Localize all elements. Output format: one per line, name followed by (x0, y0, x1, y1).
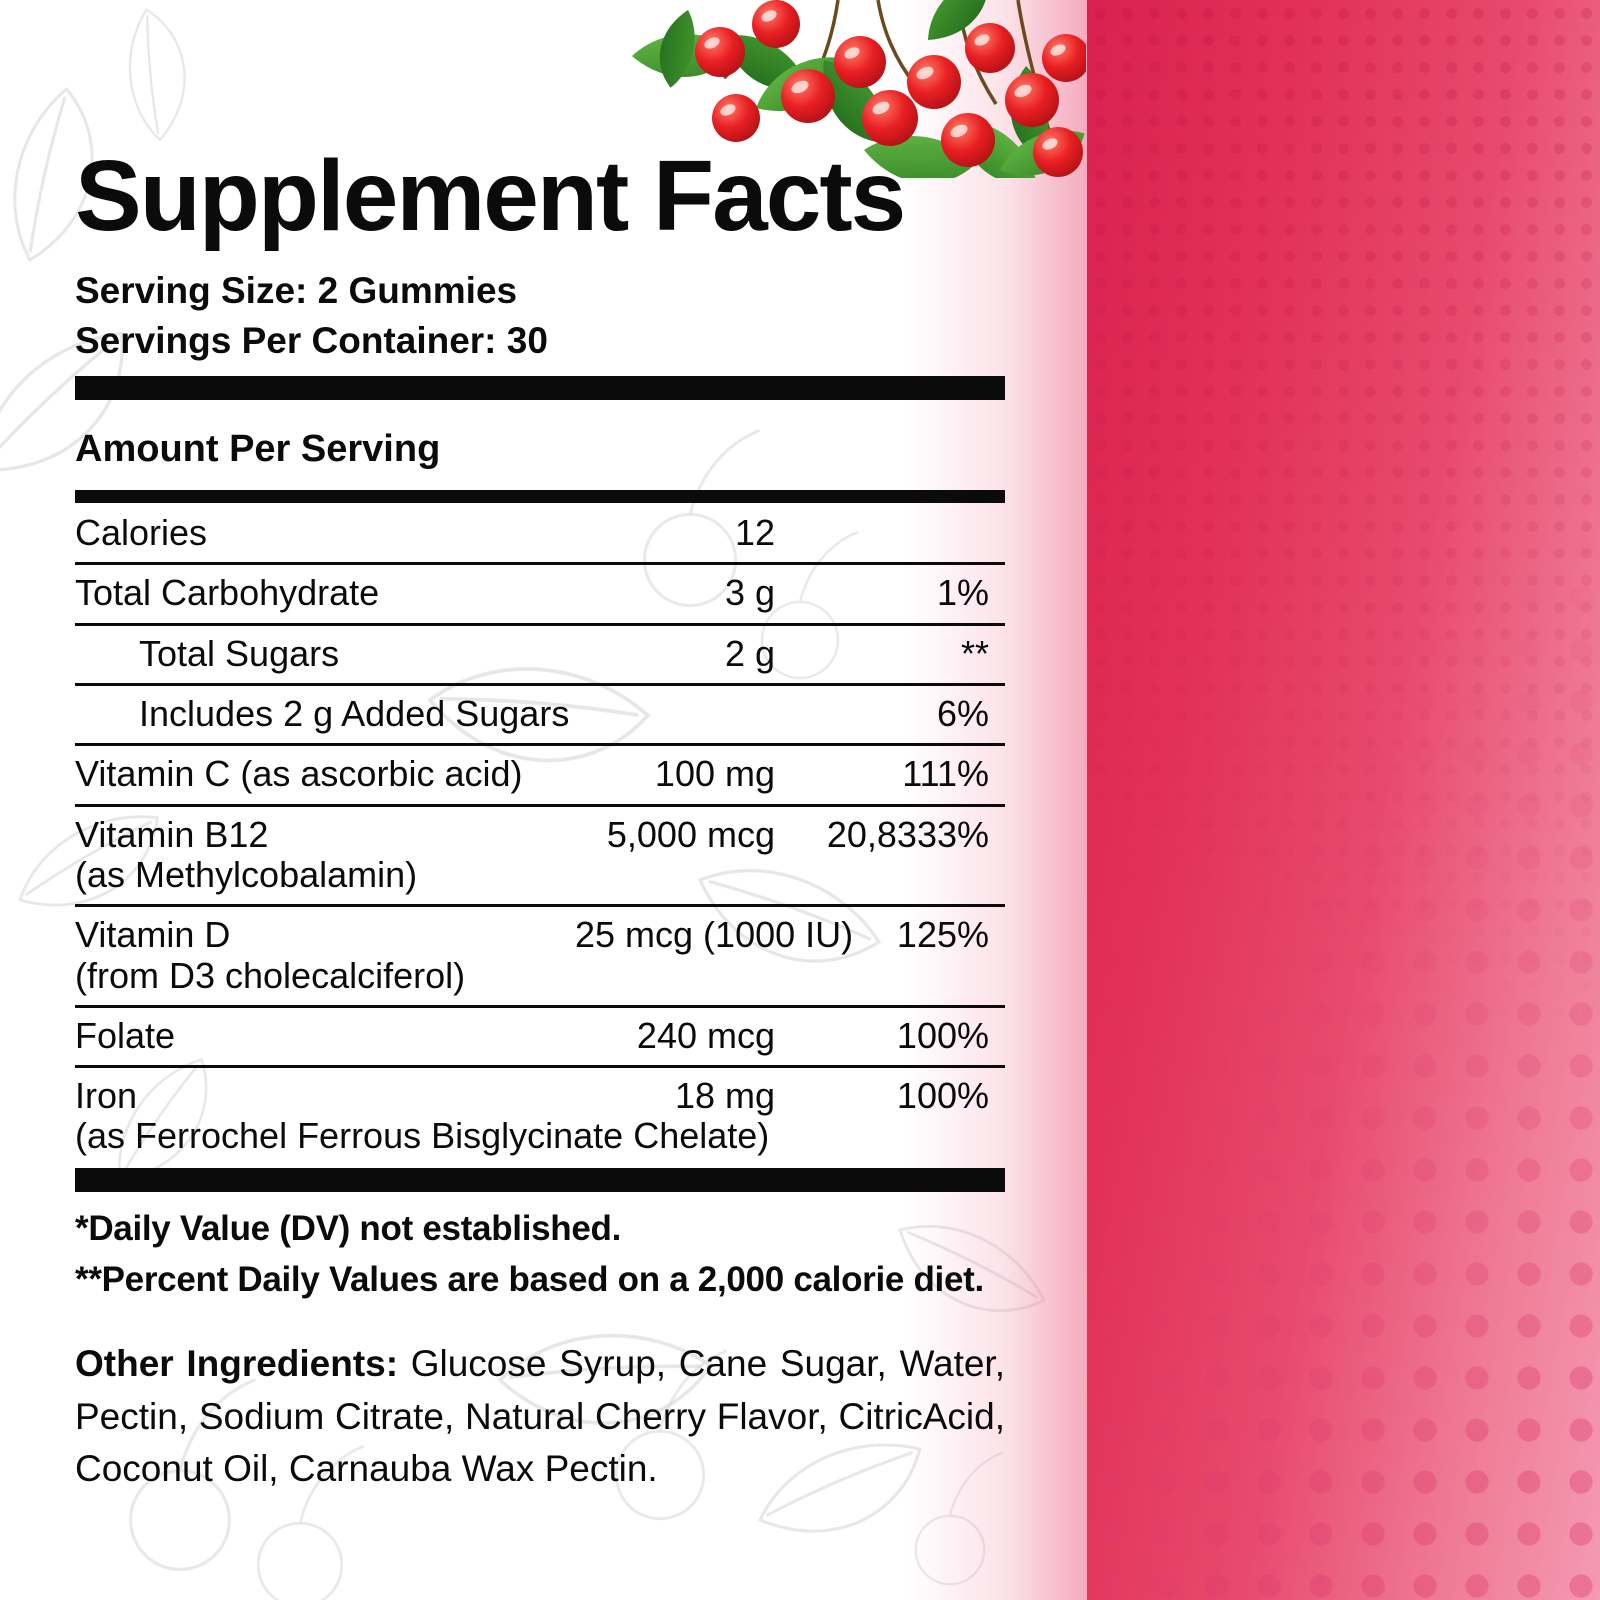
footnote-dv: *Daily Value (DV) not established. (75, 1209, 622, 1248)
nutrient-amount: 100 mg (654, 753, 775, 795)
nutrient-name: Folate (75, 1014, 176, 1056)
nutrient-dv: ** (960, 632, 989, 674)
page-title: Supplement Facts (75, 140, 906, 252)
nutrient-name: Calories (75, 512, 208, 553)
halftone-dots-small (1087, 0, 1600, 1600)
servings-per-container: Servings Per Container: 30 (75, 320, 548, 361)
nutrient-amount: 3 g (724, 572, 775, 614)
nutrient-source: (as Methylcobalamin) (75, 853, 418, 895)
nutrient-dv: 100% (896, 1075, 989, 1117)
nutrient-dv: 1% (936, 572, 989, 614)
nutrient-dv: 6% (936, 692, 989, 734)
divider-medium (75, 490, 1005, 503)
nutrient-amount: 5,000 mcg (606, 813, 775, 855)
nutrient-amount: 18 mg (674, 1075, 775, 1117)
table-row-added-sugars: Includes 2 g Added Sugars 6% (75, 686, 1005, 747)
nutrient-name: Total Sugars (139, 632, 340, 674)
nutrient-amount: 25 mcg (1000 IU) (575, 914, 854, 956)
table-row-total-sugars: Total Sugars 2 g ** (75, 626, 1005, 686)
divider-thick-bottom (75, 1168, 1005, 1192)
nutrient-amount: 2 g (724, 632, 775, 674)
table-row-vitamin-b12: Vitamin B12 (as Methylcobalamin) 5,000 mc… (75, 807, 1005, 908)
pink-badge-panel (1087, 0, 1600, 1600)
nutrient-dv: 20,8333% (826, 813, 989, 855)
halftone-dots-large (1087, 0, 1600, 1600)
table-row-carbohydrate: Total Carbohydrate 3 g 1% (75, 565, 1005, 626)
table-row-folate: Folate 240 mcg 100% (75, 1008, 1005, 1069)
serving-size: Serving Size: 2 Gummies (75, 270, 518, 311)
nutrient-dv: 100% (896, 1014, 989, 1056)
nutrient-name: Vitamin B12 (75, 813, 269, 855)
nutrient-amount: 12 (734, 512, 775, 553)
nutrient-amount: 240 mcg (636, 1014, 775, 1056)
other-ingredients-label: Other Ingredients: (75, 1343, 411, 1384)
table-row-vitamin-d: Vitamin D (from D3 cholecalciferol) 25 mc… (75, 907, 1005, 1008)
table-row-calories: Calories 12 (75, 505, 1005, 566)
nutrient-dv: 125% (896, 914, 989, 956)
nutrient-source: (from D3 cholecalciferol) (75, 954, 466, 996)
other-ingredients-text: Glucose Syrup, Cane Sugar, Water, Pectin… (75, 1343, 1005, 1490)
nutrient-name: Vitamin C (as ascorbic acid) (75, 753, 523, 795)
pink-fade-overlay (905, 0, 1087, 1600)
table-row-iron: Iron (as Ferrochel Ferrous Bisglycinate C… (75, 1068, 1005, 1166)
nutrient-name: Vitamin D (75, 914, 231, 956)
footnote-percent: **Percent Daily Values are based on a 2,… (75, 1259, 984, 1299)
cherry-fruits (695, 0, 1086, 177)
nutrient-source: (as Ferrochel Ferrous Bisglycinate Chela… (75, 1115, 770, 1157)
divider-thick-top (75, 376, 1005, 400)
cherry-branch-photo (629, 0, 1086, 178)
footnotes: *Daily Value (DV) not established. **Per… (75, 1204, 984, 1306)
table-row-vitamin-c: Vitamin C (as ascorbic acid) 100 mg 111% (75, 746, 1005, 807)
nutrient-dv: 111% (902, 753, 989, 795)
nutrient-name: Total Carbohydrate (75, 572, 380, 614)
nutrient-name: Includes 2 g Added Sugars (139, 692, 570, 734)
nutrient-name: Iron (75, 1075, 138, 1117)
amount-per-serving-heading: Amount Per Serving (75, 428, 441, 470)
nutrition-table: Calories 12 Total Carbohydrate 3 g 1% To… (75, 505, 1005, 1166)
other-ingredients: Other Ingredients: Glucose Syrup, Cane S… (75, 1338, 1005, 1496)
